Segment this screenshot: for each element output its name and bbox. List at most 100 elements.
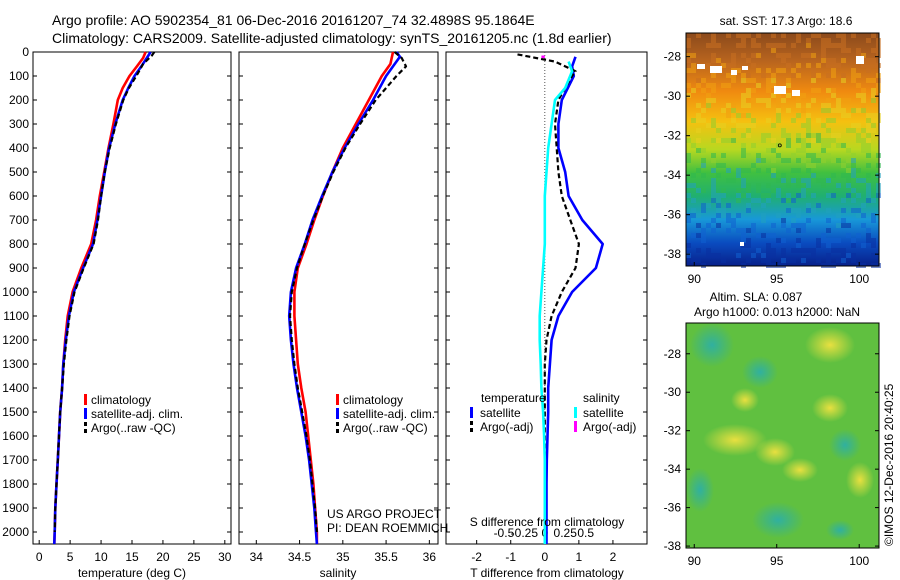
sla-map-lat-ticks: -28 -30 -32 -34 -36 -38 (664, 347, 879, 553)
legend-label-s-argo: Argo(-adj) (583, 420, 636, 434)
sst-pixel (686, 43, 691, 48)
sst-pixel (821, 233, 826, 238)
sst-pixel (831, 238, 836, 243)
sst-pixel (811, 133, 816, 138)
sst-pixel (726, 113, 731, 118)
sst-pixel (741, 148, 746, 153)
sst-pixel (791, 258, 796, 263)
s-tick-label: -0.25 (511, 526, 539, 540)
sst-pixel (741, 178, 746, 183)
sst-pixel (786, 63, 791, 68)
depth-tick-label: 2000 (2, 525, 29, 539)
sst-pixel (746, 183, 751, 188)
sst-pixel (821, 108, 826, 113)
sst-pixel (711, 53, 716, 58)
sst-pixel (811, 53, 816, 58)
sst-pixel (711, 83, 716, 88)
sst-pixel (781, 158, 786, 163)
sst-pixel (821, 103, 826, 108)
sst-pixel (711, 178, 716, 183)
sst-pixel (851, 208, 856, 213)
sla-low (752, 502, 804, 538)
sst-pixel (796, 168, 801, 173)
sst-pixel (796, 63, 801, 68)
sst-pixel (766, 118, 771, 123)
sst-pixel (826, 63, 831, 68)
sst-pixel (741, 93, 746, 98)
sst-pixel (801, 193, 806, 198)
sst-pixel (696, 258, 701, 263)
sst-pixel (706, 253, 711, 258)
sst-pixel (801, 93, 806, 98)
sst-pixel (701, 108, 706, 113)
sst-pixel (796, 228, 801, 233)
legend-swatch-satellite (84, 408, 87, 419)
sst-pixel (696, 118, 701, 123)
sst-pixel (851, 73, 856, 78)
lat-tick-label: -34 (664, 462, 682, 476)
legend-swatch-t-argo-1 (470, 421, 473, 425)
sst-pixel (786, 93, 791, 98)
sst-pixel (741, 143, 746, 148)
sst-pixel (756, 153, 761, 158)
sst-pixel (796, 183, 801, 188)
sst-pixel (791, 73, 796, 78)
sst-pixel (716, 123, 721, 128)
sst-pixel (731, 73, 736, 78)
sst-pixel (771, 78, 776, 83)
sst-pixel (726, 178, 731, 183)
sst-pixel (691, 208, 696, 213)
sst-pixel (776, 193, 781, 198)
sst-pixel (721, 108, 726, 113)
sst-pixel (706, 123, 711, 128)
sst-pixel (841, 113, 846, 118)
sst-pixel (841, 208, 846, 213)
sst-pixel (771, 173, 776, 178)
sla-high (782, 458, 818, 482)
sst-pixel (856, 133, 861, 138)
sst-pixel (711, 168, 716, 173)
sst-pixel (711, 33, 716, 38)
sst-pixel (781, 128, 786, 133)
sst-pixel (826, 258, 831, 263)
sst-pixel (851, 68, 856, 73)
sst-pixel (866, 233, 871, 238)
sst-pixel (851, 173, 856, 178)
sst-pixel (866, 148, 871, 153)
depth-tick-label: 500 (9, 165, 29, 179)
sst-pixel (791, 218, 796, 223)
sst-pixel (856, 73, 861, 78)
sst-pixel (811, 33, 816, 38)
sst-pixel (741, 168, 746, 173)
sst-pixel (806, 218, 811, 223)
sst-pixel (781, 43, 786, 48)
sst-pixel (766, 83, 771, 88)
sst-pixel (861, 98, 866, 103)
legend-swatch-s-satellite (574, 407, 577, 418)
sst-pixel (791, 223, 796, 228)
lat-tick-label: -38 (664, 247, 682, 261)
legend-swatch-s-argo (574, 421, 577, 432)
sst-pixel (746, 188, 751, 193)
sst-pixel (791, 153, 796, 158)
lat-tick-label: -34 (664, 168, 682, 182)
sst-pixel (736, 68, 741, 73)
cloud-patch (697, 64, 705, 69)
sst-pixel (861, 108, 866, 113)
sst-pixel (711, 58, 716, 63)
sst-pixel (786, 158, 791, 163)
sst-pixel (741, 98, 746, 103)
salinity-axes-frame (238, 51, 439, 545)
sst-pixel (686, 243, 691, 248)
sst-pixel (846, 183, 851, 188)
sst-pixel (831, 68, 836, 73)
sst-pixel (766, 68, 771, 73)
depth-tick-label: 1400 (2, 381, 29, 395)
sst-pixel (791, 43, 796, 48)
cloud-patch (710, 66, 722, 73)
sst-pixel (851, 258, 856, 263)
sst-pixel (866, 68, 871, 73)
sst-pixel (696, 188, 701, 193)
sst-pixel (866, 118, 871, 123)
sst-pixel (871, 63, 876, 68)
